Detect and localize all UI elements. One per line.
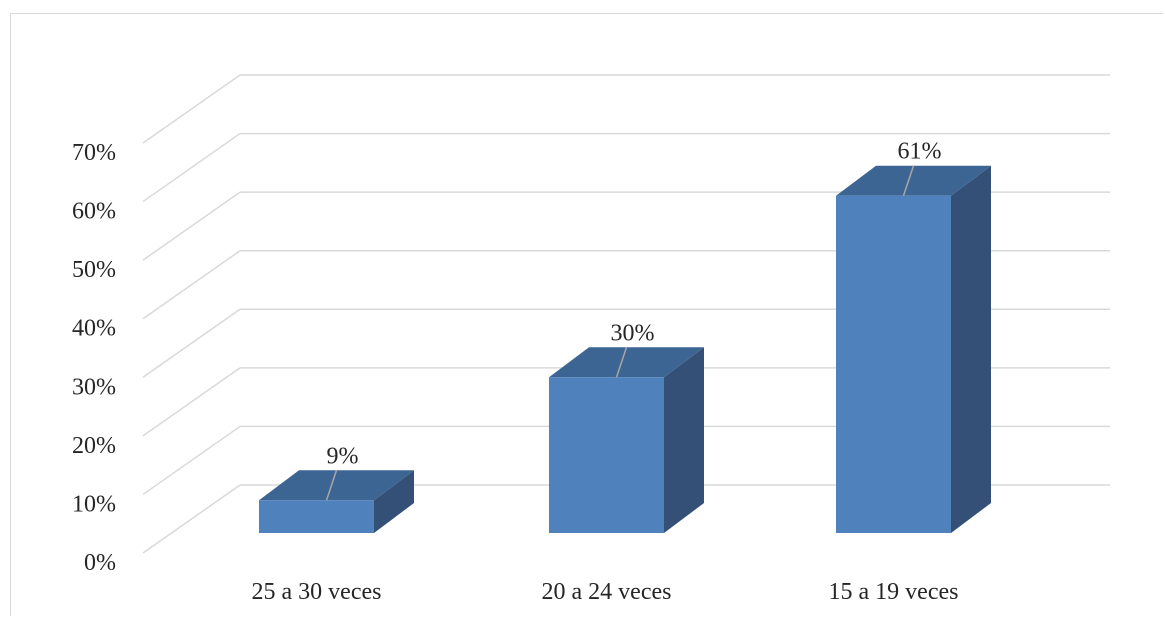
y-tick-label: 30% bbox=[72, 374, 116, 400]
leader-line bbox=[615, 347, 628, 378]
bar-side bbox=[951, 165, 991, 533]
y-tick-label: 70% bbox=[72, 140, 116, 166]
bar-front bbox=[549, 377, 664, 533]
bar bbox=[549, 347, 704, 533]
chart-frame bbox=[10, 13, 1163, 616]
leader-line bbox=[325, 470, 338, 501]
bar-top bbox=[259, 470, 414, 501]
gridline-diagonal bbox=[142, 74, 241, 144]
bar-front bbox=[259, 500, 374, 533]
category-label: 15 a 19 veces bbox=[829, 579, 959, 605]
category-label: 20 a 24 veces bbox=[542, 579, 672, 605]
y-axis-ticks: 0% 10% 20% 30% 40% 50% 60% 70% bbox=[72, 140, 116, 576]
y-tick-label: 20% bbox=[72, 433, 116, 459]
data-label: 30% bbox=[611, 320, 655, 346]
y-tick-label: 0% bbox=[84, 550, 116, 576]
gridline-diagonal bbox=[142, 484, 241, 554]
bar-side bbox=[374, 470, 414, 533]
y-tick-label: 40% bbox=[72, 316, 116, 342]
bar-side bbox=[664, 347, 704, 533]
gridline-diagonal bbox=[142, 367, 241, 437]
gridline-diagonal bbox=[142, 191, 241, 261]
leader-line bbox=[902, 165, 915, 196]
data-label: 61% bbox=[898, 139, 942, 165]
bar-front bbox=[836, 195, 951, 533]
y-tick-label: 50% bbox=[72, 257, 116, 283]
gridline-diagonal bbox=[142, 425, 241, 496]
gridline-diagonal bbox=[142, 250, 241, 320]
bar bbox=[836, 165, 991, 533]
gridline-diagonal bbox=[142, 308, 241, 378]
data-labels: 9% 30% 61% bbox=[325, 139, 942, 501]
data-label: 9% bbox=[327, 443, 359, 469]
bar bbox=[259, 470, 414, 533]
x-axis-categories: 25 a 30 veces 20 a 24 veces 15 a 19 veces bbox=[252, 579, 959, 605]
gridline-diagonal bbox=[142, 132, 241, 203]
bar-top bbox=[549, 347, 704, 378]
category-label: 25 a 30 veces bbox=[252, 579, 382, 605]
bar-top bbox=[836, 165, 991, 196]
y-tick-label: 10% bbox=[72, 491, 116, 517]
y-tick-label: 60% bbox=[72, 199, 116, 225]
bars bbox=[259, 165, 991, 533]
